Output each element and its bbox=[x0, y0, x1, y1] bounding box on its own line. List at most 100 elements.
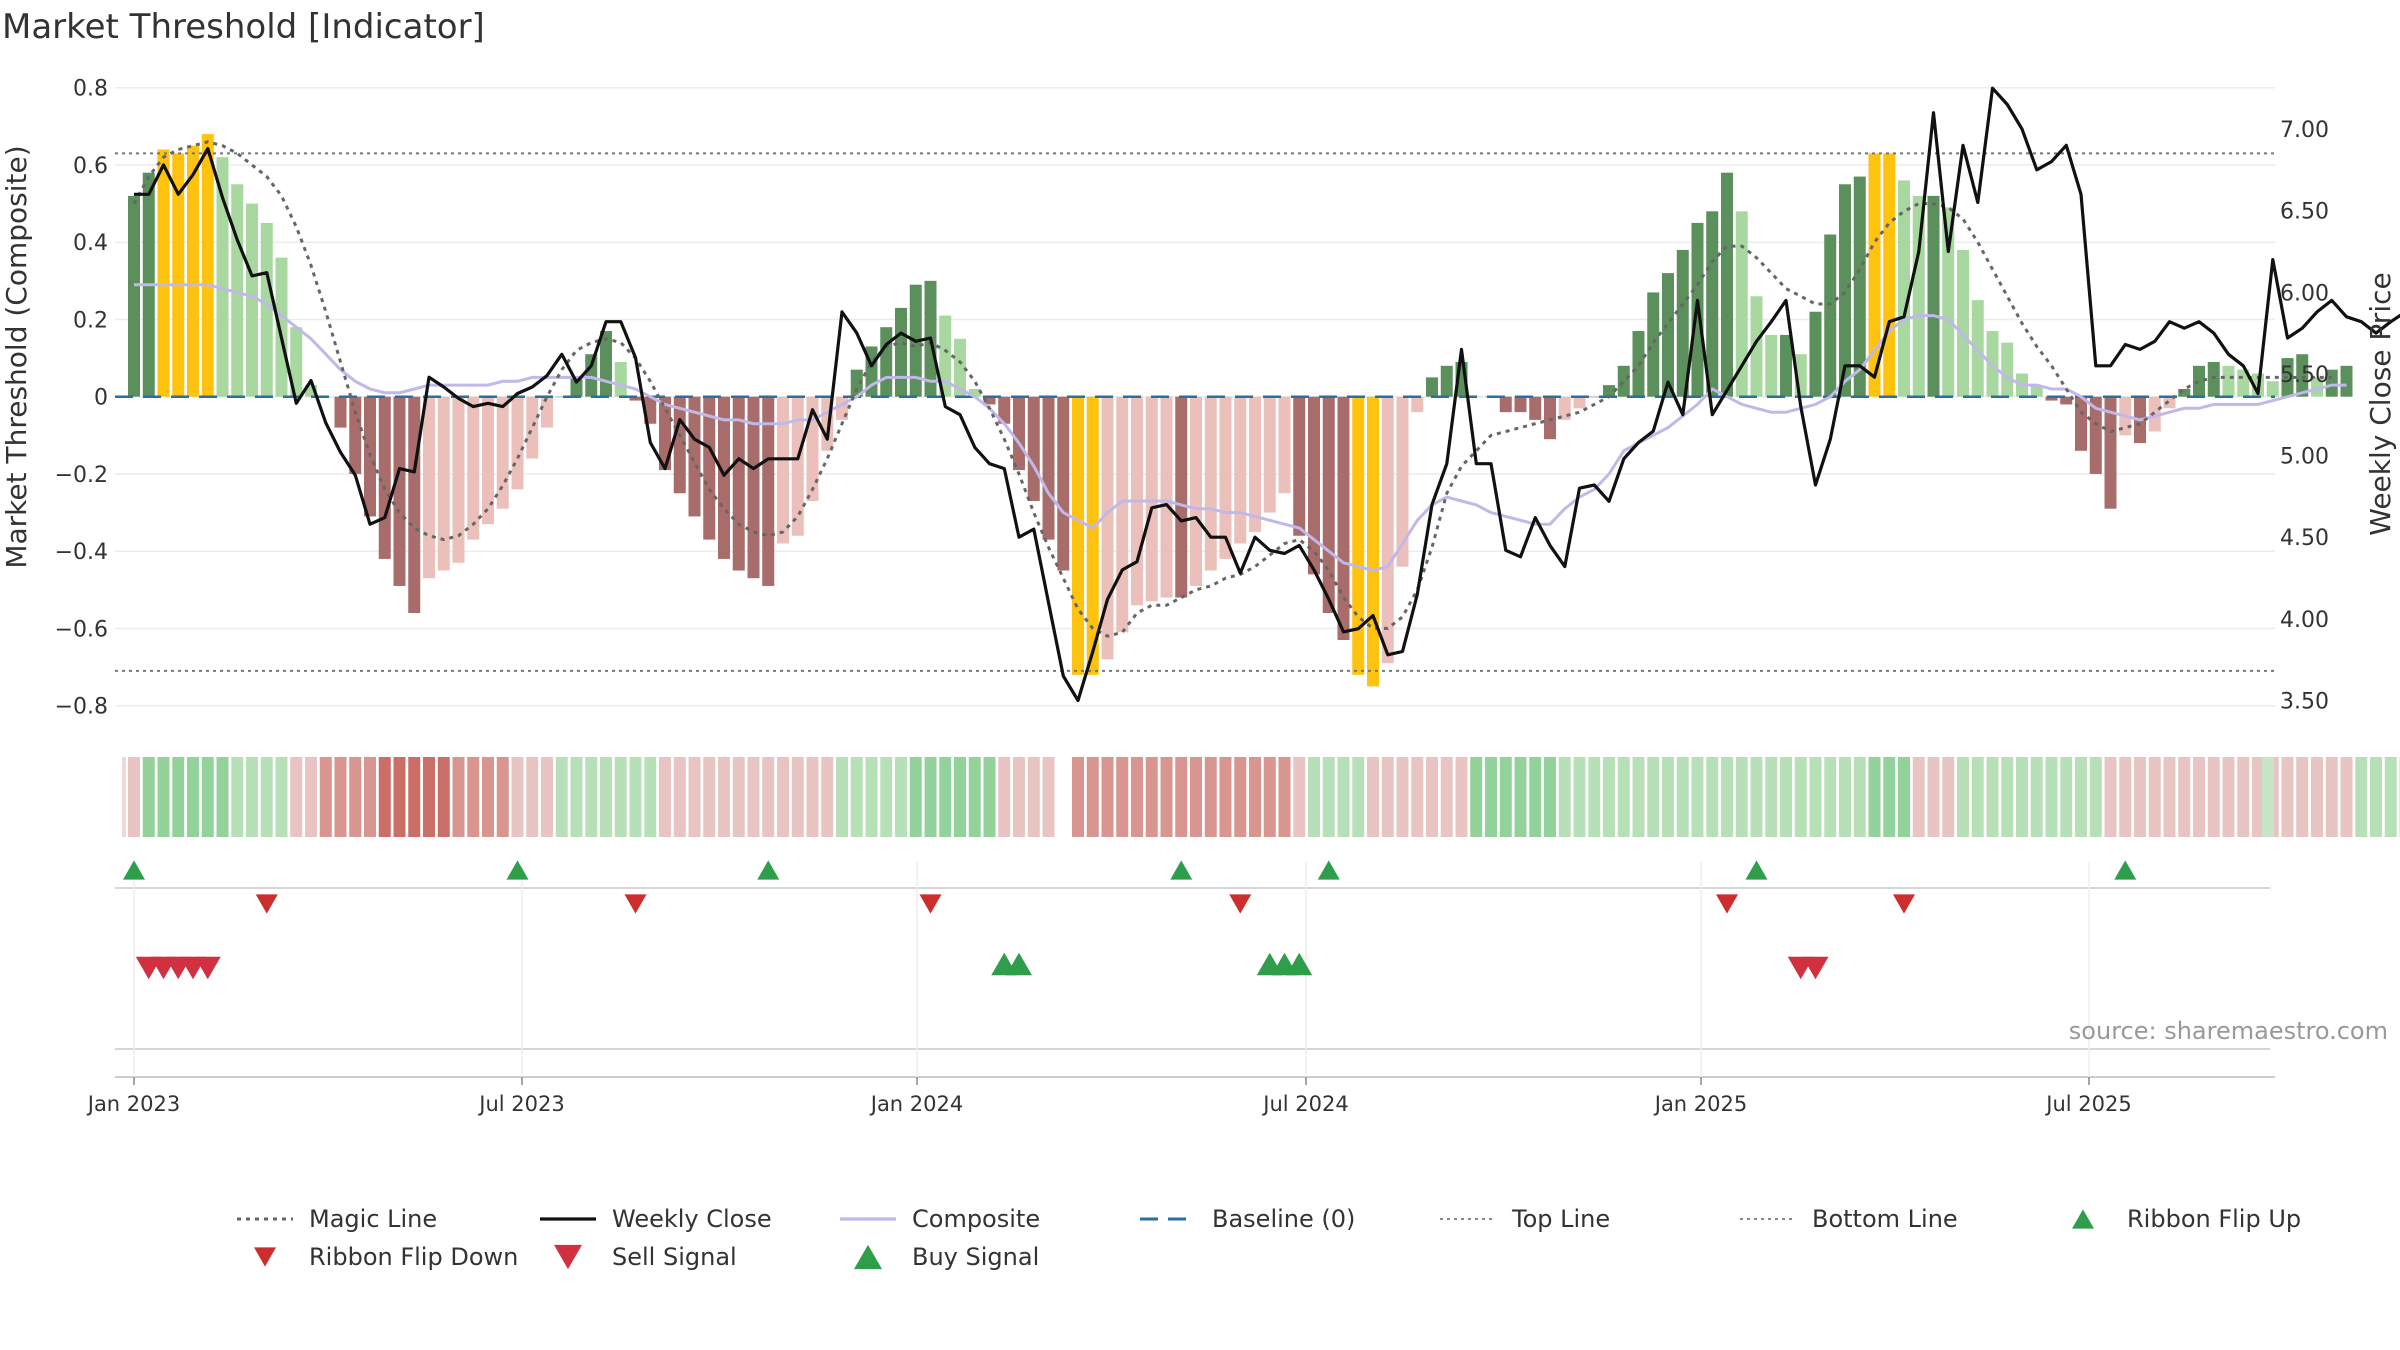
ribbon-cell bbox=[2104, 757, 2117, 837]
ribbon-cell bbox=[541, 757, 553, 837]
composite-bar bbox=[290, 327, 303, 397]
ribbon-cell bbox=[1175, 757, 1188, 837]
y-axis-ticks: 0.8 0.6 0.4 0.2 0 −0.2 −0.4 −0.6 −0.8 bbox=[55, 77, 108, 720]
ribbon-cell bbox=[1853, 757, 1866, 837]
y-tick-label: −0.4 bbox=[55, 540, 108, 565]
ribbon-cell bbox=[319, 757, 332, 837]
composite-bar bbox=[511, 396, 524, 490]
composite-bar bbox=[1293, 396, 1306, 536]
ribbon-cell bbox=[1249, 757, 1261, 837]
composite-bar bbox=[2222, 365, 2235, 397]
composite-bar bbox=[1116, 396, 1129, 633]
composite-bar bbox=[1927, 195, 1940, 397]
composite-bar bbox=[423, 396, 435, 579]
ribbon-cell bbox=[732, 757, 745, 837]
ribbon-cell bbox=[1027, 757, 1040, 837]
y-tick-label: −0.2 bbox=[55, 463, 108, 488]
ribbon-cell bbox=[1957, 757, 1969, 837]
ribbon-cell bbox=[1381, 757, 1394, 837]
ribbon-flip-down-marker bbox=[1893, 894, 1915, 914]
composite-bar bbox=[983, 396, 996, 405]
composite-bar bbox=[1042, 396, 1055, 540]
ribbon-cell bbox=[1603, 757, 1615, 837]
ribbon-cell bbox=[437, 757, 450, 837]
composite-bar bbox=[2060, 396, 2073, 405]
x-tick-label: Jan 2023 bbox=[86, 1092, 181, 1116]
ribbon-cell bbox=[1440, 757, 1453, 837]
composite-bar bbox=[2311, 377, 2323, 397]
ribbon-cell bbox=[216, 757, 229, 837]
y2-tick-label: 4.50 bbox=[2280, 526, 2329, 551]
composite-bar bbox=[1676, 249, 1689, 397]
composite-bar bbox=[1057, 396, 1070, 571]
composite-bar bbox=[1499, 396, 1512, 413]
ribbon-cell bbox=[2340, 757, 2353, 837]
legend-item: Magic Line bbox=[237, 1205, 437, 1233]
composite-bar bbox=[1263, 396, 1276, 513]
ribbon-cell bbox=[482, 757, 494, 837]
composite-bar bbox=[1440, 365, 1453, 397]
composite-bar bbox=[2296, 354, 2309, 397]
ribbon-cell bbox=[821, 757, 834, 837]
y2-tick-label: 7.00 bbox=[2280, 118, 2329, 143]
ribbon-cell bbox=[1485, 757, 1497, 837]
ribbon-cell bbox=[865, 757, 878, 837]
legend-label: Bottom Line bbox=[1812, 1205, 1958, 1233]
composite-bar bbox=[2325, 369, 2338, 397]
ribbon-cell bbox=[260, 757, 273, 837]
composite-bar bbox=[1868, 153, 1881, 397]
ribbon-cell bbox=[1072, 757, 1084, 837]
ribbon-flip-up-marker bbox=[1745, 860, 1768, 880]
composite-bar bbox=[1411, 396, 1424, 413]
ribbon-cell bbox=[2148, 757, 2161, 837]
ribbon-cell bbox=[1824, 757, 1837, 837]
composite-bar bbox=[246, 203, 258, 397]
composite-bar bbox=[1809, 311, 1822, 397]
ribbon-cell bbox=[1883, 757, 1896, 837]
ribbon-flip-down-marker bbox=[1229, 894, 1252, 914]
y-tick-label: 0 bbox=[94, 386, 108, 411]
legend-item: Bottom Line bbox=[1740, 1205, 1958, 1233]
y2-axis-ticks: 7.00 6.50 6.00 5.50 5.00 4.50 4.00 3.50 bbox=[2280, 118, 2329, 715]
ribbon-cell bbox=[1735, 757, 1748, 837]
ribbon-cell bbox=[762, 757, 775, 837]
ribbon-cell bbox=[954, 757, 966, 837]
ribbon-cell bbox=[1676, 757, 1689, 837]
ribbon-cell bbox=[806, 757, 819, 837]
ribbon-cell bbox=[1912, 757, 1925, 837]
ribbon-flip-up-marker bbox=[123, 860, 145, 880]
composite-bar bbox=[968, 388, 981, 397]
ribbon-cell bbox=[1470, 757, 1483, 837]
ribbon-cell bbox=[187, 757, 199, 837]
ribbon-cell bbox=[718, 757, 730, 837]
ribbon-strip bbox=[122, 757, 2400, 837]
composite-bar bbox=[496, 396, 509, 509]
composite-bar bbox=[1957, 249, 1969, 397]
composite-bar bbox=[880, 327, 893, 397]
ribbon-cell bbox=[1558, 757, 1571, 837]
y2-axis-label: Weekly Close Price bbox=[2364, 272, 2397, 535]
ribbon-flip-up-marker bbox=[1317, 860, 1340, 880]
sell-signal-marker bbox=[1802, 956, 1829, 980]
composite-bar bbox=[659, 396, 671, 471]
composite-bar bbox=[791, 396, 804, 536]
ribbon-cell bbox=[1396, 757, 1409, 837]
composite-bar bbox=[2178, 388, 2191, 397]
composite-bar bbox=[1027, 396, 1040, 501]
composite-bar bbox=[1352, 396, 1365, 675]
ribbon-cell bbox=[983, 757, 996, 837]
composite-bar bbox=[1853, 176, 1866, 397]
composite-bar bbox=[2001, 342, 2014, 397]
y-tick-label: 0.4 bbox=[73, 231, 108, 256]
ribbon-flip-down-marker bbox=[255, 894, 278, 914]
composite-bar bbox=[718, 396, 730, 559]
ribbon-cell bbox=[1367, 757, 1379, 837]
composite-bar bbox=[231, 184, 244, 397]
composite-bar bbox=[349, 396, 362, 474]
ribbon-cell bbox=[1868, 757, 1881, 837]
composite-bar bbox=[1735, 211, 1748, 397]
composite-bar bbox=[1013, 396, 1025, 471]
ribbon-cell bbox=[1322, 757, 1335, 837]
ribbon-cell bbox=[1263, 757, 1276, 837]
